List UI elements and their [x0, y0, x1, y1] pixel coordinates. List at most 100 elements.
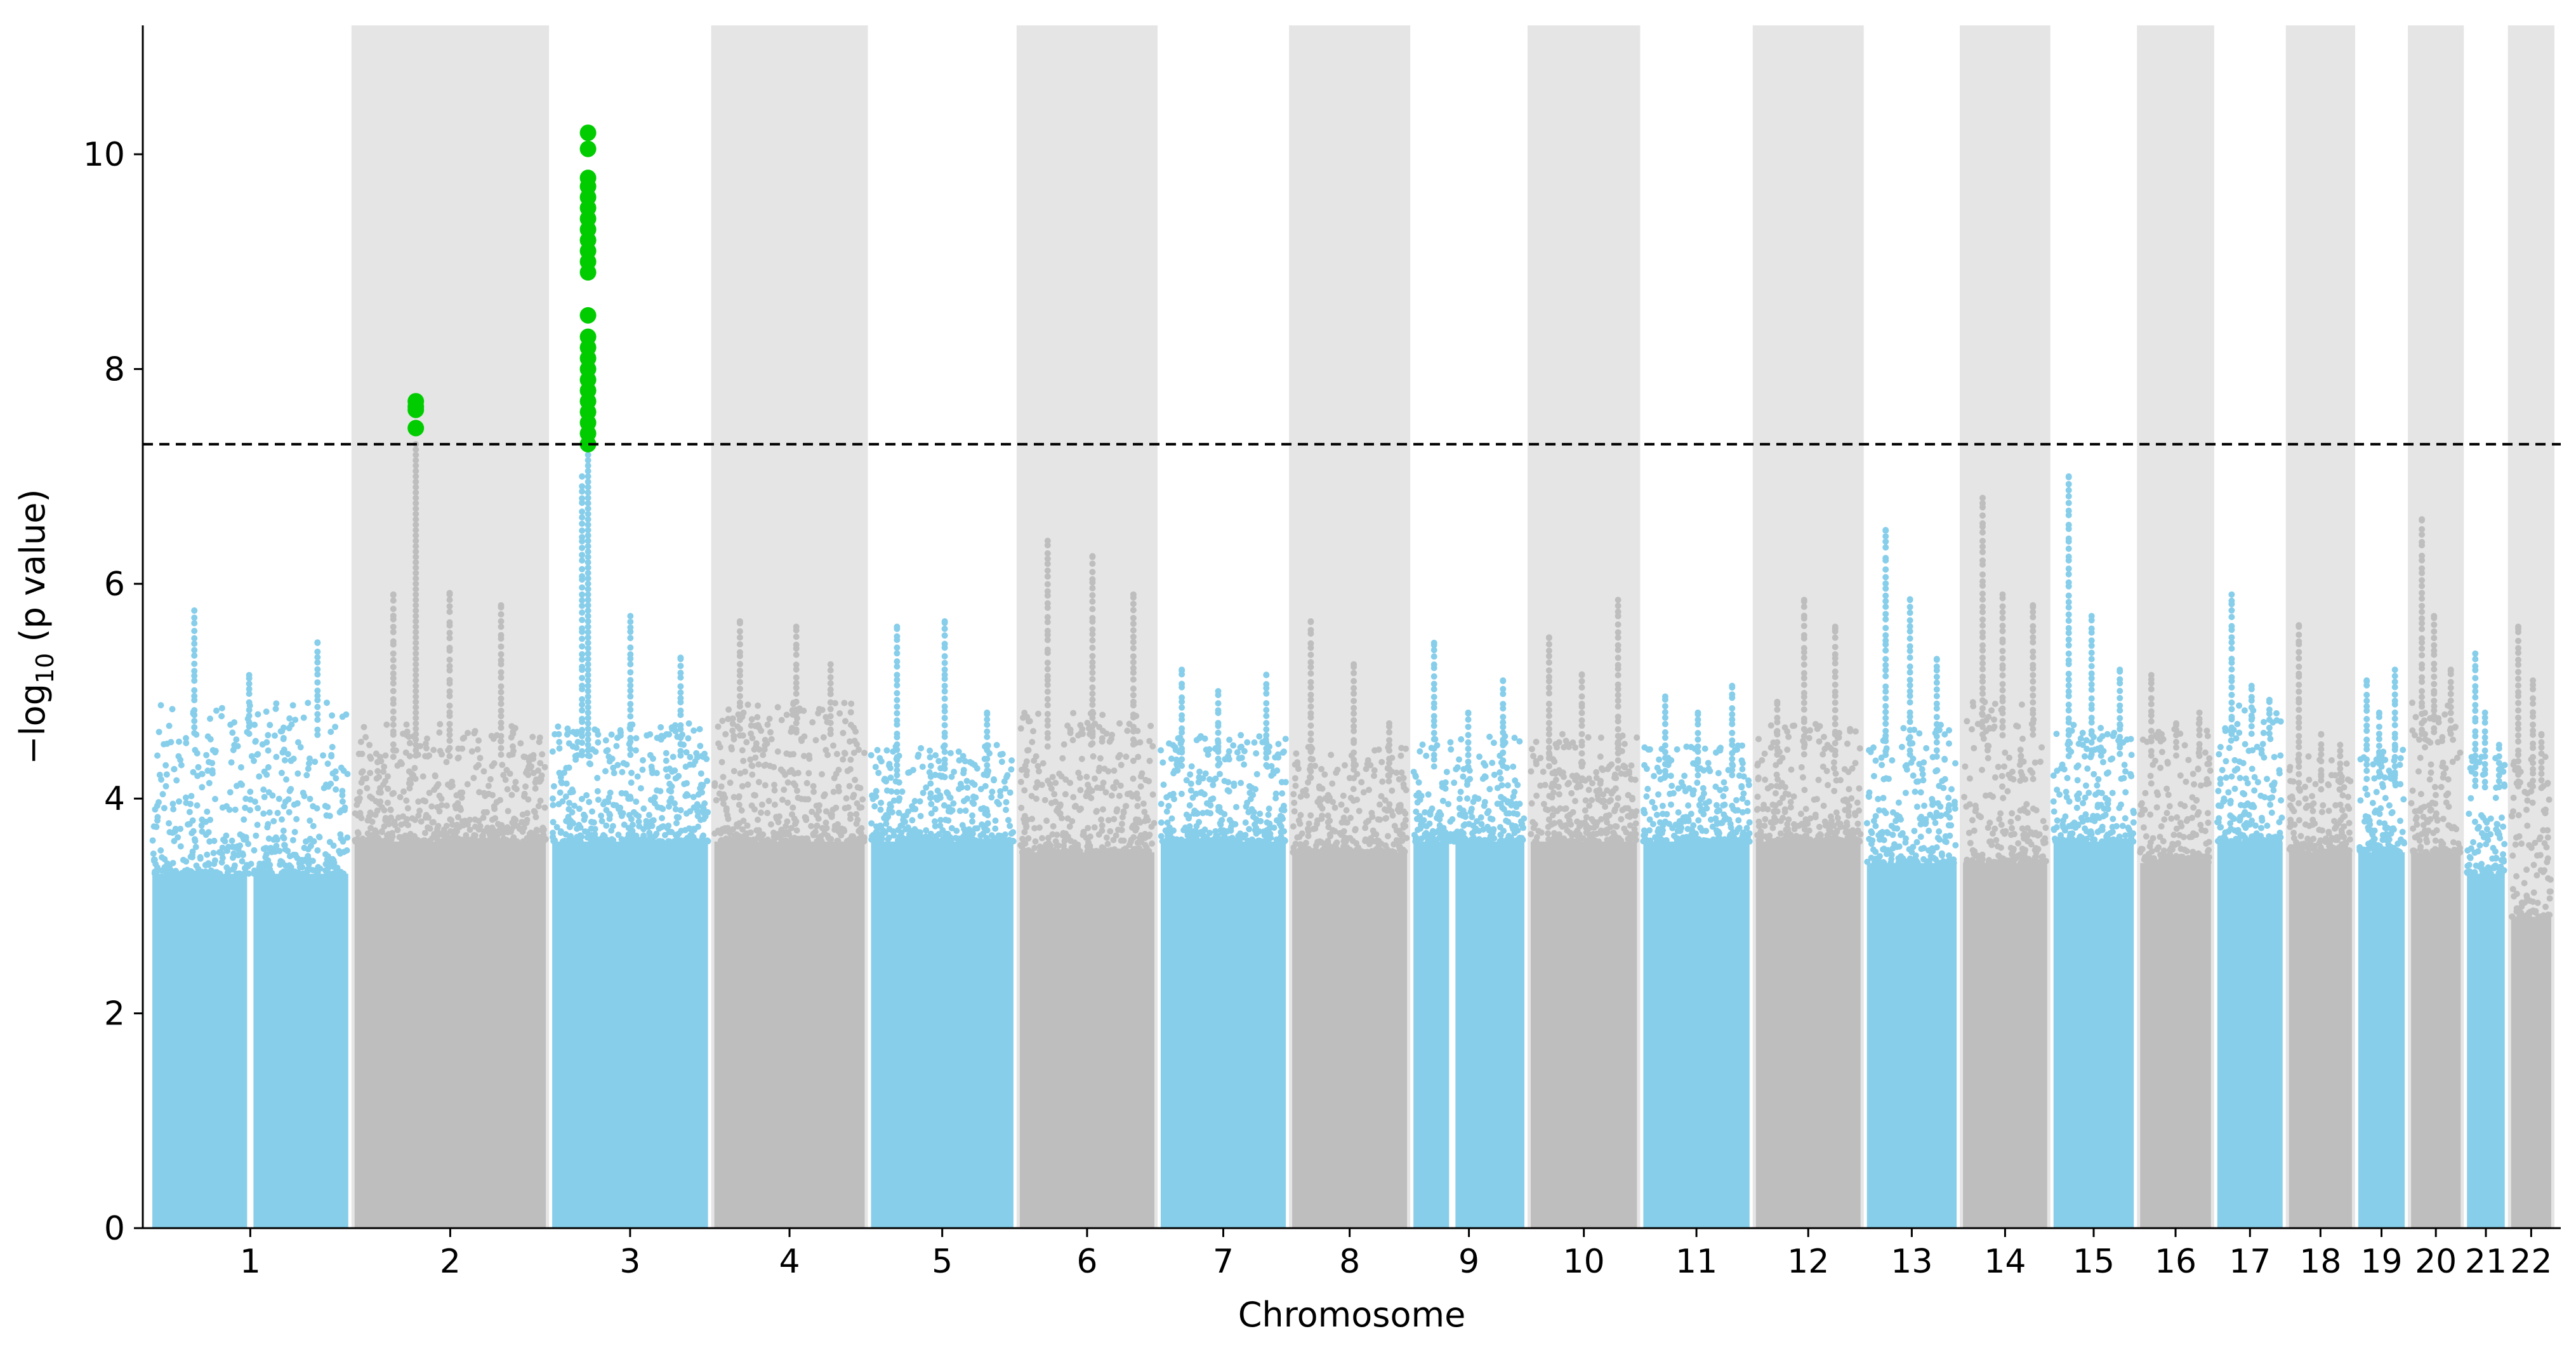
chromosome-10-body — [1530, 841, 1637, 1228]
significant-snp-point — [407, 420, 425, 437]
y-tick-label-4: 4 — [104, 780, 125, 818]
chromosome-15-points — [2050, 473, 2137, 1228]
chromosome-13-peak — [1906, 596, 1913, 758]
x-tick-label-21: 21 — [2465, 1243, 2507, 1281]
chromosome-3-scatter — [549, 720, 711, 845]
chromosome-21-peak — [2472, 650, 2479, 790]
y-axis: 0 2 4 6 8 10 — [83, 25, 144, 1248]
x-tick-label-14: 14 — [1984, 1243, 2026, 1281]
chromosome-4-scatter — [711, 699, 868, 845]
chromosome-2-peak — [390, 591, 397, 760]
chromosome-1-peak — [246, 672, 253, 738]
chromosome-2-lead-column — [413, 440, 419, 759]
chromosome-21-body — [2467, 873, 2505, 1228]
x-tick-label-16: 16 — [2155, 1243, 2196, 1281]
x-tick-label-20: 20 — [2415, 1243, 2457, 1281]
chromosome-16-peak — [2148, 672, 2155, 759]
chromosome-6-scatter — [1017, 710, 1158, 856]
chromosome-9-scatter — [1410, 733, 1528, 845]
chromosome-2-peak — [446, 590, 453, 760]
chromosome-3-peak — [579, 473, 586, 758]
chromosome-13-peak — [1933, 656, 1940, 760]
chromosome-4-points — [711, 618, 868, 1228]
chromosome-6-peak — [1089, 553, 1096, 747]
chromosome-1-body — [152, 873, 248, 1228]
significant-points — [407, 124, 597, 453]
x-tick-label-3: 3 — [619, 1243, 640, 1281]
chromosome-8-scatter — [1290, 744, 1410, 856]
chromosome-16-points — [2137, 672, 2214, 1228]
y-tick-label-0: 0 — [104, 1210, 125, 1248]
chromosome-9-peak — [1500, 677, 1507, 769]
chromosome-9-peak — [1465, 709, 1472, 771]
chromosome-10-peak — [1545, 634, 1552, 770]
chromosome-8-peak — [1351, 661, 1357, 782]
chromosome-9-body — [1413, 841, 1450, 1228]
y-tick-label-2: 2 — [104, 995, 125, 1033]
chromosome-10-peak — [1615, 597, 1622, 772]
chromosome-2-peak — [498, 602, 505, 758]
chromosome-14-body — [1963, 863, 2047, 1228]
x-tick-label-18: 18 — [2299, 1243, 2341, 1281]
chromosome-19-body — [2358, 852, 2405, 1228]
chromosome-3-points — [549, 473, 711, 1228]
chromosome-12-peak — [1832, 623, 1839, 758]
x-axis-label: Chromosome — [1238, 1295, 1466, 1335]
chromosome-6-peak — [1044, 538, 1051, 750]
chromosome-21-scatter — [2464, 753, 2508, 877]
chromosome-20-body — [2411, 852, 2461, 1228]
chromosome-10-points — [1528, 597, 1641, 1228]
chromosome-17-points — [2214, 591, 2285, 1228]
snp-points — [149, 440, 2554, 1228]
chromosome-8-peak — [1386, 720, 1392, 779]
chromosome-22-peak — [2538, 731, 2545, 791]
chromosome-15-peak — [2065, 473, 2072, 760]
chromosome-5-peak — [984, 709, 991, 779]
y-tick-label-8: 8 — [104, 350, 125, 388]
x-tick-label-19: 19 — [2360, 1243, 2402, 1281]
chromosome-11-body — [1643, 841, 1750, 1228]
significant-snp-point — [579, 140, 597, 157]
chromosome-20-peak — [2419, 516, 2426, 738]
chromosome-22-peak — [2515, 623, 2521, 790]
chromosome-15-scatter — [2050, 722, 2137, 845]
chromosome-10-scatter — [1528, 731, 1641, 845]
y-tick-label-10: 10 — [83, 136, 125, 174]
chromosome-7-body — [1160, 841, 1286, 1228]
chromosome-8-peak — [1307, 618, 1314, 781]
chromosome-19-points — [2356, 666, 2408, 1228]
chromosome-3-lead-column — [585, 440, 591, 759]
chromosome-13-points — [1863, 527, 1959, 1228]
chromosome-3-peak — [677, 654, 684, 759]
x-tick-label-15: 15 — [2073, 1243, 2115, 1281]
chromosome-1-peak — [314, 639, 321, 738]
chromosome-4-peak — [736, 618, 743, 739]
chromosome-12-body — [1755, 841, 1861, 1228]
significant-snp-point — [579, 435, 597, 453]
chromosome-21-peak — [2495, 741, 2502, 791]
chromosome-9-body — [1455, 841, 1524, 1228]
chromosome-14-peak — [2030, 602, 2037, 738]
y-tick-label-6: 6 — [104, 566, 125, 604]
chromosome-6-peak — [1130, 591, 1137, 748]
x-tick-label-9: 9 — [1458, 1243, 1479, 1281]
chromosome-4-body — [714, 841, 865, 1228]
significant-snp-point — [579, 307, 597, 324]
x-tick-label-10: 10 — [1563, 1243, 1605, 1281]
x-tick-label-22: 22 — [2510, 1243, 2552, 1281]
chromosome-11-scatter — [1640, 742, 1753, 845]
significant-snp-point — [407, 401, 425, 418]
x-tick-label-2: 2 — [440, 1243, 461, 1281]
x-tick-label-6: 6 — [1076, 1243, 1097, 1281]
chromosome-20-peak — [2431, 612, 2438, 736]
chromosome-22-peak — [2530, 677, 2537, 790]
chromosome-12-points — [1754, 597, 1864, 1228]
chromosome-19-peak — [2391, 666, 2398, 779]
chromosome-19-peak — [2375, 709, 2382, 780]
chromosome-20-scatter — [2408, 699, 2464, 856]
chromosome-9-points — [1410, 639, 1528, 1228]
x-tick-label-1: 1 — [240, 1243, 261, 1281]
chromosome-2-points — [352, 590, 549, 1228]
chromosome-18-peak — [2337, 741, 2344, 793]
chromosome-16-body — [2140, 863, 2211, 1228]
